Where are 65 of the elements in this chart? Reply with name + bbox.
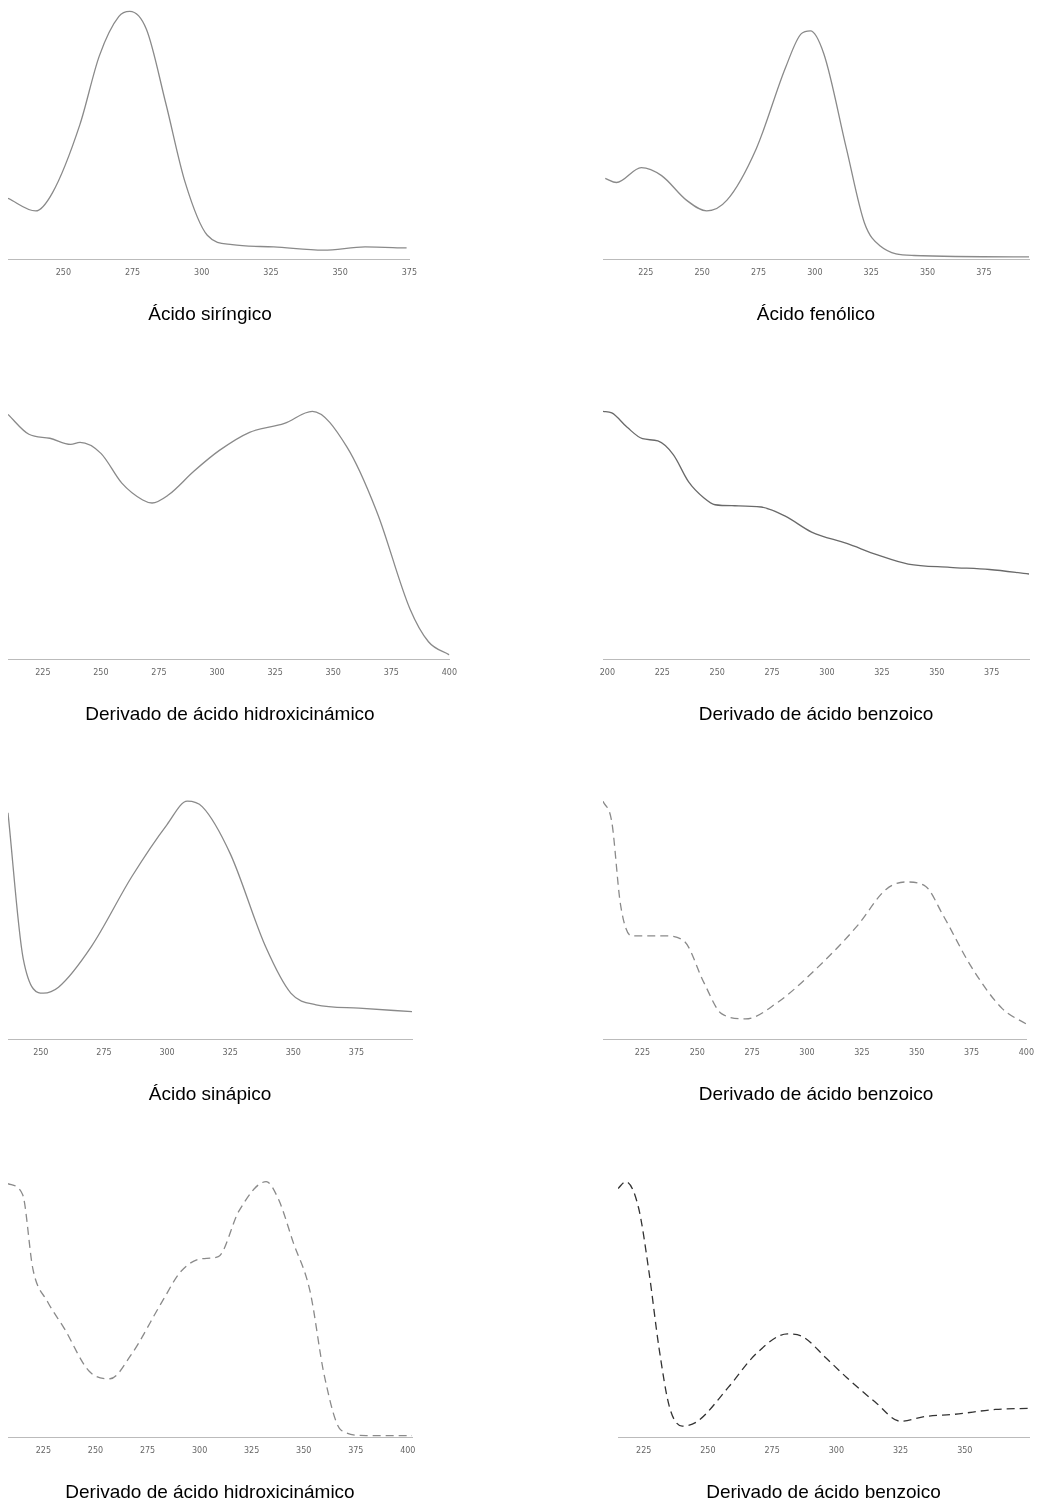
x-tick-label: 225 [636, 1446, 652, 1456]
x-tick-label: 325 [222, 1048, 238, 1058]
x-tick-label: 400 [400, 1446, 416, 1456]
x-tick-label: 275 [96, 1048, 112, 1058]
x-tick-label: 350 [285, 1048, 301, 1058]
x-tick-label: 300 [194, 268, 210, 278]
x-tick-label: 250 [55, 268, 71, 278]
x-tick-label: 350 [957, 1446, 973, 1456]
x-tick-label: 225 [638, 268, 654, 278]
x-tick-label: 225 [35, 668, 51, 678]
x-tick-label: 350 [296, 1446, 312, 1456]
x-tick-label: 350 [909, 1048, 925, 1058]
x-tick-label: 400 [1018, 1048, 1035, 1058]
x-tick-label: 375 [976, 268, 992, 278]
text: Derivado de ácido hidroxicinámico [65, 1480, 355, 1502]
x-tick-label: 375 [348, 1048, 365, 1058]
x-tick-label: 300 [799, 1048, 815, 1058]
x-tick-label: 375 [984, 668, 1000, 678]
x-tick-label: 325 [263, 268, 279, 278]
x-tick-label: 325 [892, 1446, 909, 1456]
x-tick-label: 325 [267, 668, 283, 678]
x-tick-label: 300 [807, 268, 823, 278]
x-tick-label: 325 [244, 1446, 260, 1456]
x-tick-label: 250 [700, 1446, 716, 1456]
x-tick-label: 225 [654, 668, 670, 678]
text: Derivado de ácido benzoico [706, 1480, 941, 1502]
x-tick-label: 250 [33, 1048, 49, 1058]
x-tick-label: 400 [441, 668, 458, 678]
x-tick-label: 275 [744, 1048, 760, 1058]
x-tick-label: 325 [863, 268, 879, 278]
x-tick-label: 350 [325, 668, 341, 678]
x-tick-label: 250 [689, 1048, 705, 1058]
x-tick-label: 325 [854, 1048, 870, 1058]
text: Derivado de ácido benzoico [698, 702, 934, 724]
x-tick-label: 350 [929, 668, 945, 678]
x-tick-label: 275 [124, 268, 141, 278]
x-tick-label: 300 [159, 1048, 175, 1058]
text: Ácido siríngico [148, 302, 272, 324]
x-tick-label: 250 [87, 1446, 104, 1456]
x-tick-label: 225 [35, 1446, 52, 1456]
x-tick-label: 200 [599, 668, 616, 678]
x-tick-label: 275 [750, 268, 767, 278]
text: Ácido fenólico [756, 302, 876, 324]
x-tick-label: 375 [963, 1048, 980, 1058]
x-tick-label: 350 [919, 268, 936, 278]
x-tick-label: 300 [191, 1446, 208, 1456]
x-tick-label: 325 [874, 668, 890, 678]
x-tick-label: 250 [709, 668, 725, 678]
text: Derivado de ácido benzoico [698, 1082, 934, 1104]
text: Ácido sinápico [148, 1082, 272, 1104]
x-tick-label: 250 [93, 668, 109, 678]
x-tick-label: 275 [764, 668, 780, 678]
x-tick-label: 225 [634, 1048, 651, 1058]
x-tick-label: 375 [348, 1446, 364, 1456]
x-tick-label: 350 [332, 268, 348, 278]
x-tick-label: 375 [383, 668, 399, 678]
x-tick-label: 300 [209, 668, 225, 678]
x-tick-label: 250 [694, 268, 710, 278]
x-tick-label: 375 [401, 268, 418, 278]
x-tick-label: 275 [151, 668, 167, 678]
x-tick-label: 300 [828, 1446, 844, 1456]
x-tick-label: 275 [764, 1446, 780, 1456]
text: Derivado de ácido hidroxicinámico [85, 702, 375, 724]
x-tick-label: 275 [139, 1446, 156, 1456]
x-tick-label: 300 [819, 668, 835, 678]
